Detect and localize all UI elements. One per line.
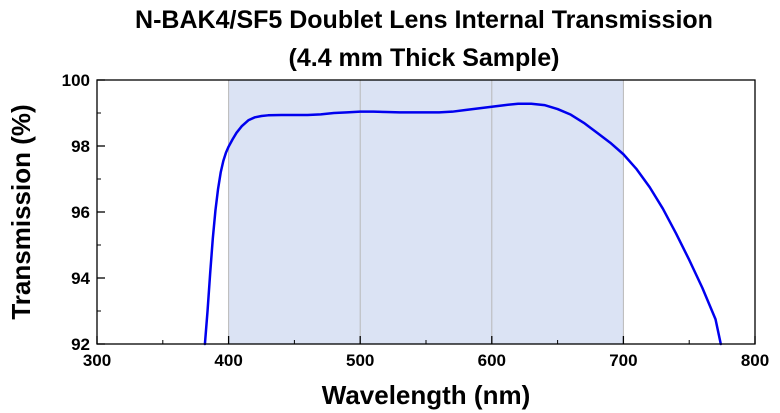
- x-tick-label: 600: [478, 351, 506, 370]
- x-axis-title: Wavelength (nm): [322, 380, 530, 410]
- x-tick-label: 300: [83, 351, 111, 370]
- y-axis-title: Transmission (%): [6, 104, 36, 319]
- x-tick-label: 400: [214, 351, 242, 370]
- y-tick-label: 98: [71, 137, 90, 156]
- y-tick-label: 94: [71, 269, 90, 288]
- chart-subtitle: (4.4 mm Thick Sample): [289, 44, 560, 72]
- y-axis-ticks: 92 94 96 98 100: [62, 71, 105, 354]
- highlighted-wavelength-region: [228, 80, 624, 344]
- y-tick-label: 100: [62, 71, 90, 90]
- x-tick-label: 800: [741, 351, 769, 370]
- x-tick-label: 700: [609, 351, 637, 370]
- grid-lines: [228, 80, 624, 344]
- x-axis-ticks: 300 400 500 600 700 800: [83, 336, 769, 370]
- transmission-curve: [203, 102, 723, 346]
- minor-ticks: [97, 112, 690, 344]
- chart-title: N-BAK4/SF5 Doublet Lens Internal Transmi…: [135, 6, 713, 34]
- x-tick-label: 500: [346, 351, 374, 370]
- y-tick-label: 92: [71, 335, 90, 354]
- y-tick-label: 96: [71, 203, 90, 222]
